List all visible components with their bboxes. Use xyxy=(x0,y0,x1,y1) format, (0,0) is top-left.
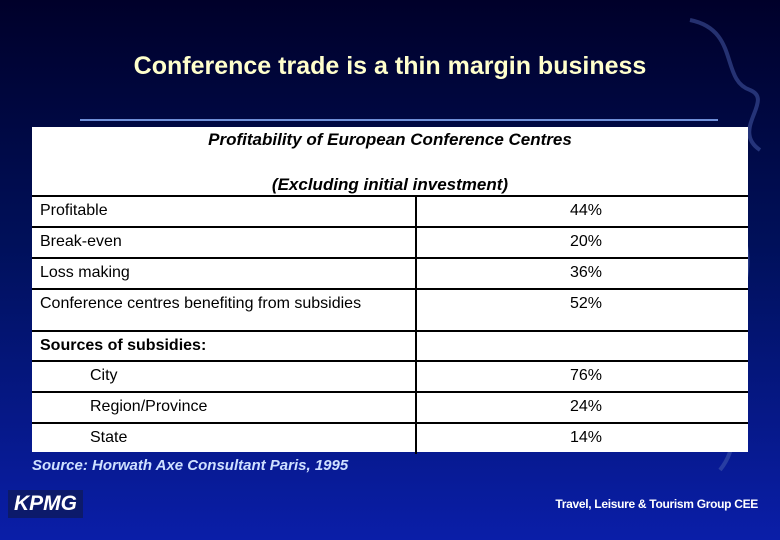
row-label: Conference centres benefiting from subsi… xyxy=(40,295,362,312)
row-value: 76% xyxy=(569,367,602,384)
row-label: Sources of subsidies: xyxy=(40,337,207,354)
row-value: 14% xyxy=(569,429,602,446)
row-label: Break-even xyxy=(40,233,122,250)
row-value: 36% xyxy=(569,264,602,281)
title-rule xyxy=(80,119,718,121)
row-value: 20% xyxy=(569,233,602,250)
table: Profitability of European Conference Cen… xyxy=(32,127,748,454)
row-value: 52% xyxy=(569,295,602,312)
row-label: City xyxy=(90,367,118,384)
table-caption: Profitability of European Conference Cen… xyxy=(208,130,572,149)
column-divider xyxy=(415,290,417,332)
table-row: Profitable 44% xyxy=(32,195,748,228)
column-divider xyxy=(415,228,417,259)
source: Source: Horwath Axe Consultant Paris, 19… xyxy=(32,457,349,474)
column-divider xyxy=(415,197,417,228)
table-caption: (Excluding initial investment) xyxy=(271,175,509,194)
table-row: Sources of subsidies: xyxy=(32,330,748,362)
table-row: Conference centres benefiting from subsi… xyxy=(32,288,748,332)
table-row: Break-even 20% xyxy=(32,226,748,259)
row-label: Region/Province xyxy=(90,398,208,415)
column-divider xyxy=(415,424,417,454)
footer: Travel, Leisure & Tourism Group CEE xyxy=(555,497,758,511)
column-divider xyxy=(415,332,417,362)
row-label: Loss making xyxy=(40,264,130,281)
table-row: State 14% xyxy=(32,422,748,454)
row-label: State xyxy=(90,429,128,446)
row-value: 44% xyxy=(569,202,602,219)
column-divider xyxy=(415,362,417,393)
row-label: Profitable xyxy=(40,202,108,219)
title: Conference trade is a thin margin busine… xyxy=(133,52,647,80)
table-row: Region/Province 24% xyxy=(32,391,748,424)
table-row: Loss making 36% xyxy=(32,257,748,290)
logo: KPMG xyxy=(8,490,83,518)
column-divider xyxy=(415,393,417,424)
column-divider xyxy=(415,259,417,290)
table-row: City 76% xyxy=(32,360,748,393)
row-value: 24% xyxy=(569,398,602,415)
